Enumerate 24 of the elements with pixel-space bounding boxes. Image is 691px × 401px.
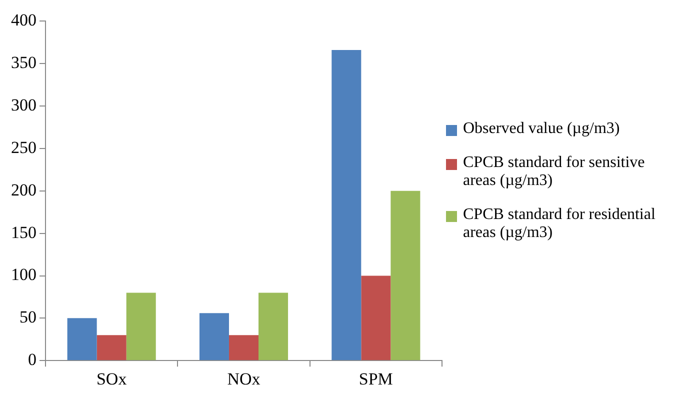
bar xyxy=(67,318,97,360)
legend-label: Observed value (µg/m3) xyxy=(463,120,620,138)
bar xyxy=(361,276,391,360)
y-tick-label: 300 xyxy=(11,96,36,115)
bar xyxy=(258,292,288,360)
bar xyxy=(228,335,259,360)
y-tick-label: 400 xyxy=(11,10,36,30)
y-tick-label: 0 xyxy=(28,350,36,370)
x-tick-label: SPM xyxy=(358,369,393,388)
bar xyxy=(199,313,229,360)
x-tick-label: NOx xyxy=(227,369,261,388)
x-tick-label: SOx xyxy=(96,369,128,388)
y-tick-label: 150 xyxy=(11,222,36,242)
y-tick-label: 100 xyxy=(11,265,36,284)
bar xyxy=(332,50,362,360)
legend-label: CPCB standard for residential areas (µg/m3) xyxy=(463,206,656,242)
bar xyxy=(126,292,156,360)
y-tick-label: 200 xyxy=(11,180,36,200)
bar xyxy=(96,335,126,360)
y-tick-label: 350 xyxy=(11,53,36,72)
bar xyxy=(390,190,420,360)
y-tick-label: 50 xyxy=(20,308,36,327)
legend-label: CPCB standard for sensitive areas (µg/m3) xyxy=(463,154,646,190)
y-tick-label: 250 xyxy=(11,138,36,157)
